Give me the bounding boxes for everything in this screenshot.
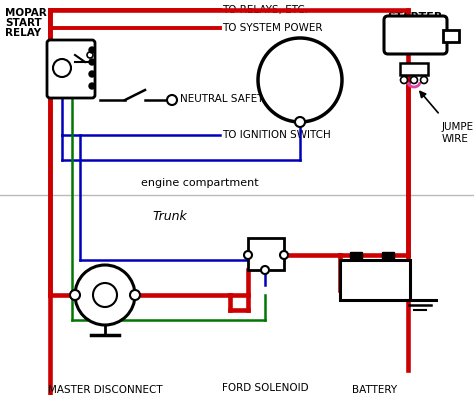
Bar <box>340 260 410 300</box>
Text: TO SYSTEM POWER: TO SYSTEM POWER <box>222 23 322 33</box>
Text: 1-WIRE: 1-WIRE <box>278 71 322 81</box>
Text: START: START <box>5 18 42 28</box>
Text: BATTERY: BATTERY <box>353 385 398 395</box>
Circle shape <box>280 251 288 259</box>
Text: Trunk: Trunk <box>153 210 187 223</box>
FancyBboxPatch shape <box>47 40 95 98</box>
Bar <box>382 252 394 260</box>
Circle shape <box>258 38 342 122</box>
Circle shape <box>53 59 71 77</box>
Circle shape <box>420 77 428 83</box>
Circle shape <box>75 265 135 325</box>
Text: S: S <box>261 246 270 258</box>
Text: MASTER DISCONNECT: MASTER DISCONNECT <box>48 385 162 395</box>
Circle shape <box>87 52 93 58</box>
Circle shape <box>244 251 252 259</box>
Text: JUMPER
WIRE: JUMPER WIRE <box>442 122 474 145</box>
Circle shape <box>89 83 95 89</box>
Text: NEUTRAL SAFETY: NEUTRAL SAFETY <box>180 94 270 104</box>
Circle shape <box>295 117 305 127</box>
Text: MOPAR: MOPAR <box>5 8 47 18</box>
Circle shape <box>89 59 95 65</box>
Circle shape <box>93 283 117 307</box>
Bar <box>443 30 459 42</box>
Circle shape <box>401 77 408 83</box>
Bar <box>400 63 428 75</box>
Text: TO RELAYS, ETC.: TO RELAYS, ETC. <box>222 5 308 15</box>
Bar <box>350 252 362 260</box>
Circle shape <box>261 266 269 274</box>
Text: STARTER: STARTER <box>387 12 443 22</box>
Text: -: - <box>387 271 393 289</box>
Circle shape <box>167 95 177 105</box>
Bar <box>248 238 284 270</box>
FancyBboxPatch shape <box>384 16 447 54</box>
Circle shape <box>410 77 418 83</box>
Circle shape <box>89 47 95 53</box>
Circle shape <box>130 290 140 300</box>
Text: FORD SOLENOID: FORD SOLENOID <box>222 383 308 393</box>
Text: ALT.: ALT. <box>288 83 312 93</box>
Circle shape <box>70 290 80 300</box>
Text: +: + <box>351 271 365 289</box>
Text: TO IGNITION SWITCH: TO IGNITION SWITCH <box>222 130 331 140</box>
Circle shape <box>89 71 95 77</box>
Text: RELAY: RELAY <box>5 28 41 38</box>
Text: engine compartment: engine compartment <box>141 178 259 188</box>
